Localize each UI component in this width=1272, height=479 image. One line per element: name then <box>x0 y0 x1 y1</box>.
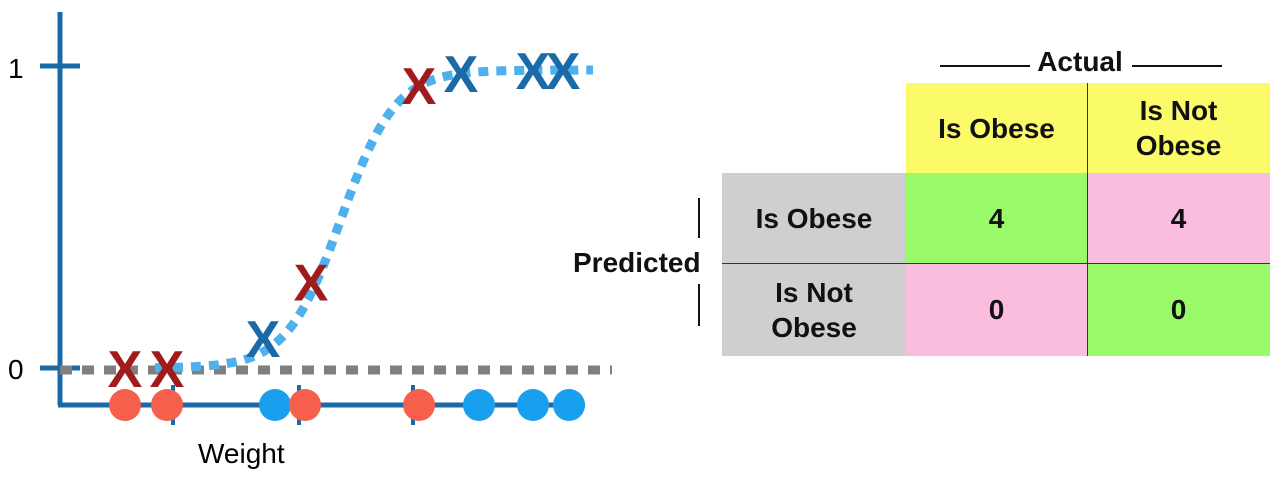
cell-true-negative: 0 <box>1087 263 1270 356</box>
cell-false-negative: 0 <box>906 263 1087 356</box>
x-axis-label: Weight <box>198 438 285 469</box>
actual-line-left <box>940 65 1030 67</box>
data-point-dot <box>517 389 549 421</box>
predicted-bracket-top <box>698 198 700 238</box>
row-header-is-not-obese: Is Not Obese <box>722 263 906 356</box>
data-point-dot <box>289 389 321 421</box>
cell-true-positive: 4 <box>906 173 1087 263</box>
data-point-dot <box>151 389 183 421</box>
y-tick-label-0: 0 <box>8 354 24 385</box>
data-point-dot <box>109 389 141 421</box>
logistic-curve <box>154 65 593 373</box>
actual-label: Actual <box>1037 46 1123 77</box>
cell-false-positive: 4 <box>1087 173 1270 263</box>
prediction-x-marker: X <box>402 58 437 116</box>
confusion-matrix: Actual Is Obese Is Not Obese Is Obese Is… <box>560 40 1272 380</box>
col-header-is-not-obese: Is Not Obese <box>1087 83 1270 173</box>
prediction-x-marker: X <box>150 341 185 399</box>
prediction-x-marker: X <box>444 46 479 104</box>
prediction-x-marker: X <box>108 341 143 399</box>
data-point-dot <box>463 389 495 421</box>
predicted-bracket-bottom <box>698 284 700 326</box>
matrix-divider-horizontal <box>722 263 1270 264</box>
actual-line-right <box>1132 65 1222 67</box>
prediction-x-marker: X <box>516 43 551 101</box>
row-header-is-obese: Is Obese <box>722 173 906 263</box>
prediction-x-marker: X <box>546 43 581 101</box>
predicted-label: Predicted <box>573 247 701 278</box>
y-tick-label-1: 1 <box>8 53 24 84</box>
data-point-dot <box>259 389 291 421</box>
col-header-is-obese: Is Obese <box>906 83 1087 173</box>
prediction-x-marker: X <box>246 311 281 369</box>
prediction-x-marker: X <box>294 255 329 313</box>
data-point-dot <box>403 389 435 421</box>
data-point-dot <box>553 389 585 421</box>
matrix-divider-vertical <box>1087 83 1088 356</box>
